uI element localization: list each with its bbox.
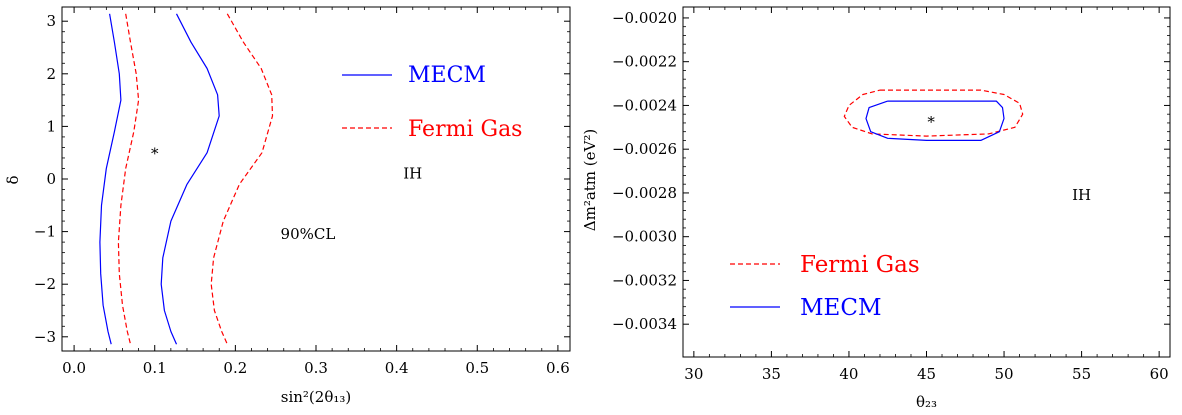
x-tick-label: 0.1 (143, 359, 167, 377)
plot-frame (61, 6, 571, 352)
x-axis-label: sin²(2θ₁₃) (281, 388, 351, 406)
x-tick-label: 45 (917, 365, 936, 383)
x-tick-label: 0.4 (385, 359, 409, 377)
x-tick-label: 0.3 (304, 359, 328, 377)
contour-fermi-gas (843, 89, 1024, 137)
legend-label: MECM (800, 295, 882, 321)
plot-dm2-atm-vs-theta23: 30 35 40 45 50 55 60 −0.0034 −0.0032 −0.0030 −0.00… (581, 6, 1171, 411)
y-tick-label: −3 (34, 328, 56, 346)
y-tick-label: 2 (46, 65, 56, 83)
x-tick-label: 0.2 (223, 359, 247, 377)
y-tick-label: 1 (46, 117, 56, 135)
best-fit-marker: * (927, 113, 935, 131)
x-tick-label: 40 (839, 365, 858, 383)
legend-label: Fermi Gas (800, 252, 920, 278)
y-tick-label: −0.0020 (612, 9, 677, 27)
y-tick-label: −0.0022 (612, 53, 677, 71)
x-tick-label: 0.0 (62, 359, 86, 377)
plot-frame (682, 6, 1171, 358)
x-tick-label: 0.5 (465, 359, 489, 377)
y-tick-label: −0.0032 (612, 271, 677, 289)
x-tick-label: 35 (762, 365, 781, 383)
y-tick-label: −0.0028 (612, 184, 677, 202)
x-axis-label: θ₂₃ (916, 393, 937, 411)
y-tick-label: −1 (34, 223, 56, 241)
contour-mecm (160, 13, 220, 345)
annotation: IH (1072, 186, 1091, 204)
contour-mecm (865, 100, 1005, 141)
y-tick-label: 3 (46, 12, 56, 30)
legend-label: MECM (408, 63, 486, 88)
y-tick-label: −0.0034 (612, 315, 677, 333)
legend-label: Fermi Gas (408, 117, 522, 142)
plot-cp-phase-vs-sin2-theta13: 0.0 0.1 0.2 0.3 0.4 0.5 0.6 −3 −2 −1 0 1 2 3 sin²(2θ₁₃… (4, 6, 571, 406)
x-tick-label: 0.6 (546, 359, 570, 377)
y-tick-label: −0.0030 (612, 228, 677, 246)
contour-fermi-gas (117, 13, 140, 345)
y-axis-label: Δm²atm (eV²) (581, 129, 599, 231)
y-tick-label: −2 (34, 275, 56, 293)
x-tick-label: 30 (684, 365, 703, 383)
y-tick-label: 0 (46, 170, 56, 188)
contour-mecm (99, 13, 122, 345)
contour-fermi-gas (210, 13, 274, 345)
x-tick-label: 60 (1150, 365, 1169, 383)
x-tick-label: 50 (995, 365, 1014, 383)
y-tick-label: −0.0026 (612, 140, 677, 158)
y-axis-label: δ (4, 175, 22, 184)
annotation: 90%CL (281, 225, 336, 243)
x-tick-label: 55 (1072, 365, 1091, 383)
y-tick-label: −0.0024 (612, 96, 677, 114)
best-fit-marker: * (151, 145, 159, 163)
annotation: IH (403, 165, 422, 183)
